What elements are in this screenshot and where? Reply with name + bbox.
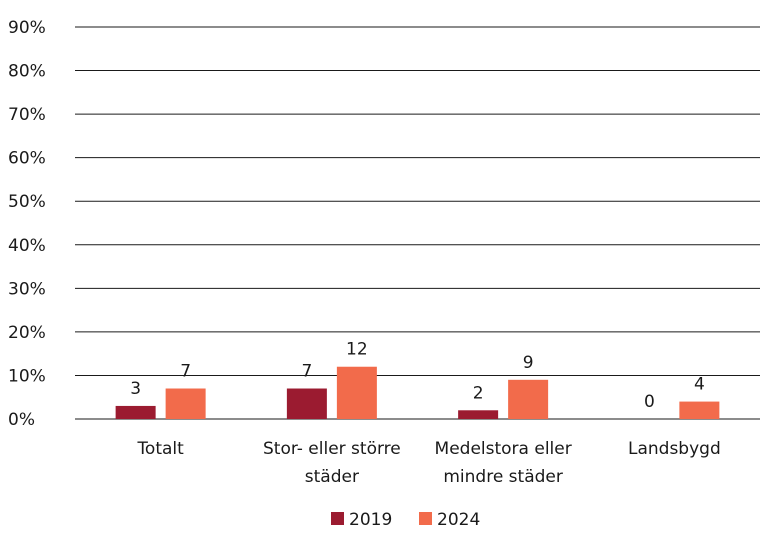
bar-2019-0	[115, 405, 156, 419]
y-tick-label: 90%	[8, 18, 46, 38]
gridlines	[75, 26, 760, 420]
y-tick-label: 70%	[8, 105, 46, 125]
y-tick-label: 50%	[8, 192, 46, 212]
category-label: Medelstora eller mindre städer	[435, 439, 572, 487]
legend-label-2024: 2024	[437, 510, 480, 530]
bar-2019-2	[458, 410, 499, 419]
bar-2024-3	[679, 401, 720, 419]
bars	[115, 366, 720, 419]
category-label: Stor- eller större städer	[263, 439, 401, 487]
y-tick-label: 0%	[8, 410, 35, 430]
bar-2024-1	[336, 366, 377, 419]
y-tick-label: 40%	[8, 236, 46, 256]
legend: 2019 2024	[331, 510, 480, 530]
data-label: 7	[301, 362, 312, 382]
category-label: Landsbygd	[628, 439, 721, 459]
y-axis-ticks: 0% 10% 20% 30% 40% 50% 60% 70% 80% 90%	[8, 18, 46, 430]
bar-2024-0	[165, 388, 206, 419]
data-label: 7	[180, 362, 191, 382]
bar-2019-1	[286, 388, 327, 419]
category-labels: Totalt Stor- eller större städer Medelstora…	[136, 439, 720, 487]
legend-swatch-2024	[419, 512, 432, 525]
y-tick-label: 20%	[8, 323, 46, 343]
data-label: 0	[644, 392, 655, 412]
data-label: 2	[473, 383, 484, 403]
category-label: Totalt	[136, 439, 184, 459]
y-tick-label: 10%	[8, 366, 46, 386]
legend-swatch-2019	[331, 512, 344, 525]
y-tick-label: 60%	[8, 149, 46, 169]
y-tick-label: 80%	[8, 62, 46, 82]
legend-label-2019: 2019	[349, 510, 392, 530]
bar-2024-2	[508, 379, 549, 419]
y-tick-label: 30%	[8, 279, 46, 299]
data-labels: 3 7 2 0 7 12 9 4	[130, 340, 705, 412]
data-label: 12	[346, 340, 368, 360]
data-label: 9	[523, 353, 534, 373]
data-label: 4	[694, 375, 705, 395]
data-label: 3	[130, 379, 141, 399]
